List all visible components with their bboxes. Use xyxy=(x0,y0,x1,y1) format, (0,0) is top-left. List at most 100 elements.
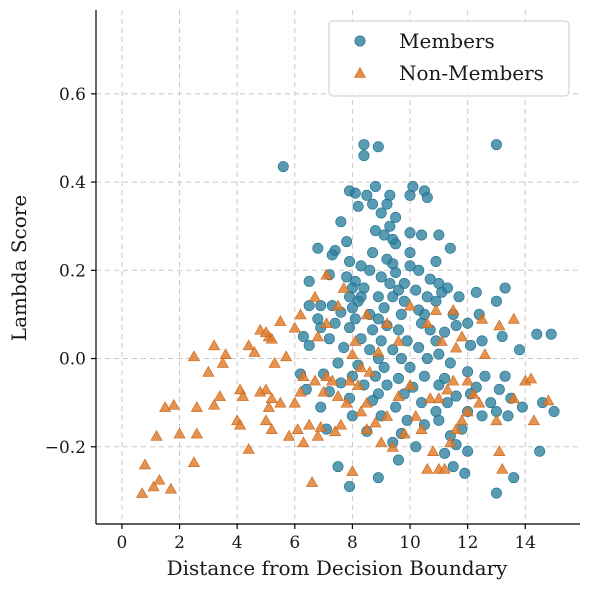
non-members-point xyxy=(542,394,555,406)
non-members-point xyxy=(305,476,319,487)
non-members-point xyxy=(360,423,373,434)
non-members-point xyxy=(150,429,163,441)
non-members-point xyxy=(447,304,460,315)
members-point xyxy=(335,216,347,228)
non-members-point xyxy=(274,315,287,326)
y-axis-ticks: −0.2 0.0 0.2 0.4 0.6 xyxy=(45,85,96,458)
non-members-point xyxy=(403,379,417,390)
members-point xyxy=(401,335,413,347)
members-point xyxy=(381,379,393,391)
members-point xyxy=(439,447,451,459)
members-point xyxy=(378,229,390,241)
non-members-point xyxy=(352,379,365,390)
members-point xyxy=(421,192,433,204)
members-point xyxy=(513,344,525,356)
non-members-point xyxy=(216,357,229,368)
members-point xyxy=(404,227,416,239)
non-members-point xyxy=(447,374,460,386)
non-members-point xyxy=(507,392,520,404)
non-members-point xyxy=(450,423,463,434)
non-members-point xyxy=(329,425,342,437)
non-members-point xyxy=(441,383,454,395)
members-point xyxy=(352,200,364,212)
members-point xyxy=(367,247,379,259)
non-members-point xyxy=(248,346,261,357)
members-point xyxy=(390,211,402,223)
x-tick-label: 12 xyxy=(457,533,479,553)
y-tick-label: 0.4 xyxy=(59,173,86,193)
non-members-point xyxy=(467,387,480,399)
members-point xyxy=(404,361,416,373)
non-members-point xyxy=(294,385,307,397)
members-point xyxy=(344,480,356,492)
members-point xyxy=(303,339,315,351)
non-members-point xyxy=(340,396,353,408)
non-members-point xyxy=(259,326,273,337)
non-members-point xyxy=(461,374,474,386)
members-point xyxy=(548,405,560,417)
non-members-point xyxy=(493,319,506,331)
non-members-point xyxy=(297,436,310,448)
non-members-point xyxy=(326,374,339,386)
members-point xyxy=(430,255,442,267)
members-point xyxy=(390,401,402,413)
members-point xyxy=(444,242,456,254)
members-point xyxy=(490,487,502,499)
x-tick-label: 8 xyxy=(347,533,358,553)
members-point xyxy=(390,238,402,250)
non-members-point xyxy=(288,396,301,408)
members-point xyxy=(444,357,456,369)
members-point xyxy=(387,344,399,356)
members-point xyxy=(534,445,546,457)
members-point xyxy=(433,414,445,426)
non-members-point xyxy=(265,332,278,344)
non-members-point xyxy=(435,334,448,346)
non-members-point xyxy=(219,348,232,359)
non-members-point xyxy=(354,361,368,373)
members-point xyxy=(297,330,309,342)
members-point xyxy=(433,229,445,241)
members-point xyxy=(346,302,358,314)
non-members-point xyxy=(496,462,509,474)
non-members-point xyxy=(375,436,388,448)
members-point xyxy=(476,335,488,347)
non-members-point xyxy=(190,427,203,439)
non-members-point xyxy=(369,416,382,428)
members-point xyxy=(479,370,491,382)
members-point xyxy=(341,236,353,248)
non-members-point xyxy=(297,370,310,382)
members-point xyxy=(485,397,497,409)
non-members-point xyxy=(392,334,405,346)
non-members-point xyxy=(294,308,307,320)
members-point xyxy=(410,441,422,453)
members-point xyxy=(349,187,361,199)
members-point xyxy=(387,291,399,303)
non-members-point xyxy=(415,423,428,434)
members-point xyxy=(462,317,474,329)
members-point xyxy=(439,326,451,338)
non-members-point xyxy=(426,445,440,457)
non-members-point xyxy=(424,392,437,404)
non-members-point xyxy=(461,405,474,417)
non-members-point xyxy=(527,414,540,426)
non-members-point xyxy=(337,282,350,293)
members-point xyxy=(372,313,384,325)
data-points xyxy=(136,139,560,499)
y-tick-label: 0.2 xyxy=(59,261,86,281)
non-members-point xyxy=(409,409,422,421)
non-members-point xyxy=(308,374,322,386)
non-members-point xyxy=(386,440,399,452)
non-members-point xyxy=(265,423,278,434)
x-tick-label: 0 xyxy=(117,533,128,553)
x-tick-label: 4 xyxy=(232,533,243,553)
non-members-point xyxy=(208,339,221,351)
members-point xyxy=(381,198,393,210)
members-point xyxy=(378,361,390,373)
members-point xyxy=(413,342,425,354)
members-point xyxy=(395,353,407,365)
non-members-point xyxy=(308,290,322,302)
members-point xyxy=(326,249,338,261)
x-tick-label: 10 xyxy=(399,533,421,553)
members-point xyxy=(436,286,448,298)
non-members-point xyxy=(187,456,201,468)
